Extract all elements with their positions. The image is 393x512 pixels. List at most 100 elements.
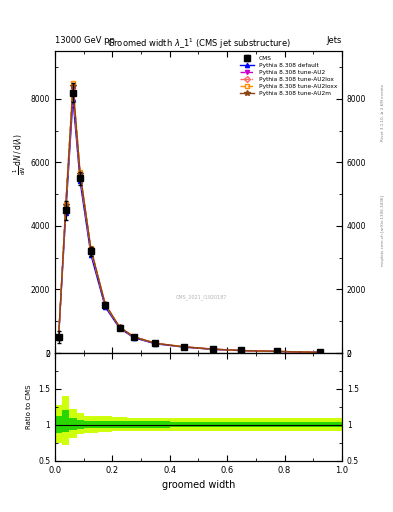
Pythia 8.308 tune-AU2lox bbox=[71, 88, 75, 94]
Bar bbox=[98, 416, 112, 432]
Pythia 8.308 tune-AU2 bbox=[71, 86, 75, 92]
Pythia 8.308 tune-AU2 bbox=[211, 346, 215, 352]
Pythia 8.308 tune-AU2 bbox=[275, 348, 280, 354]
Bar bbox=[299, 422, 342, 427]
Text: Rivet 3.1.10, ≥ 2.6M events: Rivet 3.1.10, ≥ 2.6M events bbox=[381, 84, 385, 141]
Pythia 8.308 tune-AU2lox bbox=[211, 346, 215, 352]
Bar bbox=[112, 421, 127, 428]
Pythia 8.308 tune-AU2lox bbox=[103, 302, 108, 308]
Text: 13000 GeV pp: 13000 GeV pp bbox=[55, 36, 115, 45]
Pythia 8.308 tune-AU2 bbox=[117, 324, 122, 330]
Pythia 8.308 default bbox=[103, 304, 108, 310]
Pythia 8.308 default bbox=[78, 178, 83, 184]
Pythia 8.308 tune-AU2loxx bbox=[63, 201, 68, 207]
Pythia 8.308 tune-AU2m bbox=[182, 344, 187, 350]
Pythia 8.308 tune-AU2m bbox=[88, 246, 93, 252]
Pythia 8.308 tune-AU2m bbox=[117, 324, 122, 330]
Pythia 8.308 tune-AU2lox bbox=[275, 348, 280, 354]
Pythia 8.308 tune-AU2 bbox=[239, 348, 244, 354]
Bar bbox=[141, 421, 170, 428]
Pythia 8.308 tune-AU2lox bbox=[182, 344, 187, 350]
Line: Pythia 8.308 tune-AU2lox: Pythia 8.308 tune-AU2lox bbox=[57, 89, 323, 354]
Pythia 8.308 tune-AU2m bbox=[103, 302, 108, 308]
Pythia 8.308 tune-AU2lox bbox=[153, 340, 158, 347]
Pythia 8.308 default bbox=[117, 325, 122, 331]
Pythia 8.308 tune-AU2m bbox=[132, 334, 136, 340]
Pythia 8.308 default bbox=[239, 348, 244, 354]
Bar bbox=[170, 422, 198, 427]
Pythia 8.308 tune-AU2 bbox=[78, 172, 83, 178]
Bar bbox=[70, 409, 77, 438]
Bar bbox=[198, 418, 227, 431]
Pythia 8.308 tune-AU2lox bbox=[88, 248, 93, 254]
Bar bbox=[127, 421, 141, 428]
Bar bbox=[77, 413, 84, 434]
Pythia 8.308 tune-AU2m bbox=[211, 346, 215, 352]
Pythia 8.308 tune-AU2m bbox=[56, 334, 61, 340]
Pythia 8.308 default bbox=[211, 346, 215, 352]
Pythia 8.308 tune-AU2 bbox=[103, 302, 108, 308]
Pythia 8.308 default bbox=[132, 335, 136, 341]
Pythia 8.308 tune-AU2lox bbox=[56, 335, 61, 341]
Line: Pythia 8.308 tune-AU2: Pythia 8.308 tune-AU2 bbox=[57, 87, 323, 354]
Pythia 8.308 tune-AU2 bbox=[132, 334, 136, 340]
Bar bbox=[55, 416, 62, 434]
Pythia 8.308 tune-AU2m bbox=[71, 83, 75, 89]
Pythia 8.308 default bbox=[275, 348, 280, 354]
Bar bbox=[227, 418, 256, 431]
Pythia 8.308 tune-AU2lox bbox=[239, 348, 244, 354]
Pythia 8.308 tune-AU2lox bbox=[318, 349, 323, 355]
Pythia 8.308 tune-AU2 bbox=[153, 340, 158, 347]
Pythia 8.308 tune-AU2 bbox=[56, 334, 61, 340]
Pythia 8.308 tune-AU2loxx bbox=[117, 324, 122, 330]
Text: $\frac{1}{\mathrm{d}N}\,\mathrm{d}N\,/\,\mathrm{d}(\lambda)$: $\frac{1}{\mathrm{d}N}\,\mathrm{d}N\,/\,… bbox=[12, 133, 28, 175]
Pythia 8.308 tune-AU2lox bbox=[78, 174, 83, 180]
Text: Jets: Jets bbox=[327, 36, 342, 45]
Bar bbox=[256, 418, 299, 431]
Bar bbox=[112, 417, 127, 431]
Pythia 8.308 tune-AU2loxx bbox=[153, 340, 158, 346]
Pythia 8.308 tune-AU2m bbox=[275, 348, 280, 354]
Bar bbox=[84, 420, 98, 429]
Pythia 8.308 tune-AU2loxx bbox=[71, 80, 75, 86]
Bar bbox=[98, 420, 112, 429]
Bar bbox=[84, 416, 98, 433]
Pythia 8.308 tune-AU2loxx bbox=[318, 349, 323, 355]
Pythia 8.308 tune-AU2lox bbox=[132, 334, 136, 340]
Title: Groomed width $\lambda\_1^1$ (CMS jet substructure): Groomed width $\lambda\_1^1$ (CMS jet su… bbox=[107, 37, 290, 51]
Pythia 8.308 tune-AU2 bbox=[88, 247, 93, 253]
Pythia 8.308 tune-AU2loxx bbox=[211, 346, 215, 352]
Pythia 8.308 tune-AU2loxx bbox=[132, 334, 136, 340]
Legend: CMS, Pythia 8.308 default, Pythia 8.308 tune-AU2, Pythia 8.308 tune-AU2lox, Pyth: CMS, Pythia 8.308 default, Pythia 8.308 … bbox=[238, 54, 339, 98]
Pythia 8.308 tune-AU2loxx bbox=[103, 301, 108, 307]
Pythia 8.308 tune-AU2m bbox=[318, 349, 323, 355]
Pythia 8.308 tune-AU2lox bbox=[63, 205, 68, 211]
Line: Pythia 8.308 default: Pythia 8.308 default bbox=[57, 97, 323, 354]
Pythia 8.308 tune-AU2 bbox=[63, 204, 68, 210]
Bar bbox=[70, 418, 77, 430]
Bar bbox=[77, 420, 84, 429]
Pythia 8.308 tune-AU2lox bbox=[117, 325, 122, 331]
Text: mcplots.cern.ch [arXiv:1306.3436]: mcplots.cern.ch [arXiv:1306.3436] bbox=[381, 195, 385, 266]
Bar bbox=[141, 418, 170, 431]
Pythia 8.308 default bbox=[71, 96, 75, 102]
Pythia 8.308 default bbox=[182, 344, 187, 350]
Bar bbox=[198, 422, 227, 427]
X-axis label: groomed width: groomed width bbox=[162, 480, 235, 490]
Pythia 8.308 tune-AU2loxx bbox=[88, 245, 93, 251]
Pythia 8.308 default bbox=[63, 210, 68, 216]
Bar bbox=[256, 422, 299, 427]
Bar bbox=[299, 418, 342, 431]
Bar bbox=[62, 411, 70, 432]
Pythia 8.308 tune-AU2m bbox=[78, 170, 83, 177]
Bar bbox=[227, 422, 256, 427]
Bar bbox=[170, 418, 198, 431]
Pythia 8.308 tune-AU2 bbox=[318, 349, 323, 355]
Pythia 8.308 tune-AU2loxx bbox=[56, 334, 61, 340]
Pythia 8.308 tune-AU2loxx bbox=[275, 348, 280, 354]
Pythia 8.308 tune-AU2loxx bbox=[78, 169, 83, 175]
Pythia 8.308 tune-AU2loxx bbox=[239, 348, 244, 354]
Pythia 8.308 default bbox=[318, 349, 323, 355]
Bar bbox=[55, 405, 62, 443]
Pythia 8.308 default bbox=[88, 251, 93, 258]
